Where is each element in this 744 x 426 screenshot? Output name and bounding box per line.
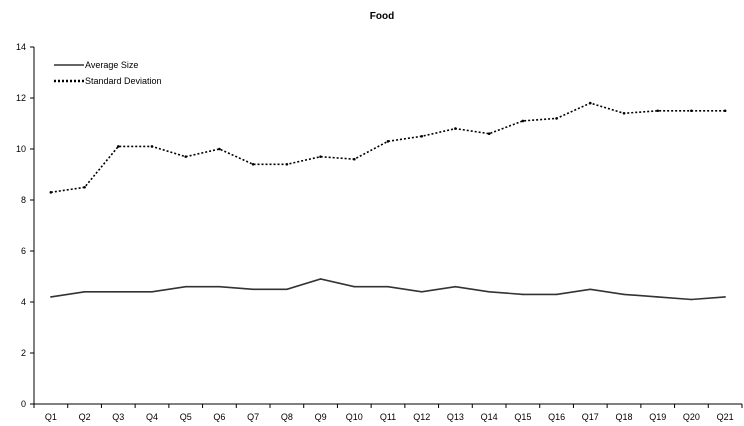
data-point: [252, 288, 254, 291]
data-point: [420, 291, 423, 293]
x-tick-label: Q18: [615, 412, 632, 422]
data-point: [723, 109, 727, 113]
data-point: [588, 101, 592, 105]
data-point: [487, 132, 491, 135]
data-point: [656, 109, 660, 113]
data-point: [724, 296, 726, 298]
data-point: [184, 285, 187, 288]
legend-label: Standard Deviation: [85, 76, 162, 86]
data-point: [352, 157, 356, 161]
x-axis: Q1 Q2 Q3 Q4 Q5 Q6 Q7 Q8 Q9 Q10 Q11 Q12 Q13 Q14 Q15 Q16 Q…: [33, 403, 743, 422]
y-tick-label: 6: [21, 246, 26, 256]
data-point: [386, 140, 390, 143]
x-tick-label: Q5: [180, 412, 192, 422]
data-point: [521, 119, 525, 123]
x-tick-label: Q20: [683, 412, 700, 422]
x-tick-label: Q10: [346, 412, 363, 422]
data-point: [50, 296, 52, 298]
y-tick-label: 12: [16, 93, 26, 103]
series-line-standard-deviation: [50, 102, 726, 194]
data-point: [116, 145, 120, 148]
data-point: [319, 278, 322, 280]
y-tick-label: 14: [16, 42, 26, 52]
data-point: [555, 117, 558, 120]
data-point: [286, 288, 288, 291]
data-point: [151, 291, 153, 293]
legend: Average Size Standard Deviation: [54, 60, 162, 86]
data-point: [117, 291, 120, 293]
x-tick-label: Q17: [582, 412, 599, 422]
data-point: [690, 109, 693, 113]
x-tick-label: Q9: [315, 412, 327, 422]
data-point: [555, 293, 558, 296]
data-point: [353, 285, 356, 288]
x-tick-label: Q12: [413, 412, 430, 422]
y-axis: 0 2 4 6 8 10 12 14: [16, 42, 35, 409]
data-point: [454, 285, 457, 288]
x-tick-label: Q11: [380, 412, 396, 422]
data-point: [420, 134, 424, 138]
data-point: [184, 155, 188, 158]
data-point: [690, 298, 693, 301]
data-point: [522, 293, 524, 296]
data-point: [83, 185, 86, 189]
x-tick-label: Q14: [481, 412, 498, 422]
y-tick-label: 8: [21, 195, 26, 205]
data-point: [150, 145, 154, 148]
x-tick-label: Q7: [247, 412, 259, 422]
data-point: [589, 288, 592, 291]
x-tick-label: Q15: [514, 412, 531, 422]
x-tick-label: Q2: [79, 412, 91, 422]
data-point: [488, 291, 490, 293]
data-point: [218, 147, 221, 151]
data-point: [454, 127, 457, 130]
x-tick-label: Q13: [447, 412, 464, 422]
data-point: [622, 112, 626, 115]
x-tick-label: Q6: [213, 412, 225, 422]
legend-label: Average Size: [85, 60, 138, 70]
x-tick-label: Q4: [146, 412, 158, 422]
x-tick-label: Q21: [717, 412, 734, 422]
data-point: [623, 293, 625, 296]
series-layer: [49, 101, 727, 301]
x-tick-label: Q8: [281, 412, 293, 422]
series-line-average-size: [50, 278, 726, 301]
chart-title: Food: [370, 11, 394, 22]
data-point: [251, 163, 255, 166]
y-tick-label: 2: [21, 348, 26, 358]
data-point: [656, 296, 659, 298]
x-tick-label: Q3: [112, 412, 124, 422]
data-point: [49, 191, 53, 194]
x-tick-label: Q1: [45, 412, 57, 422]
y-tick-label: 4: [21, 297, 26, 307]
x-tick-label: Q19: [649, 412, 666, 422]
x-tick-label: Q16: [548, 412, 565, 422]
data-point: [218, 285, 221, 288]
data-point: [83, 291, 86, 293]
y-tick-label: 10: [16, 144, 26, 154]
data-point: [319, 155, 322, 158]
y-tick-label: 0: [21, 399, 26, 409]
data-point: [387, 285, 389, 288]
data-point: [285, 163, 289, 166]
